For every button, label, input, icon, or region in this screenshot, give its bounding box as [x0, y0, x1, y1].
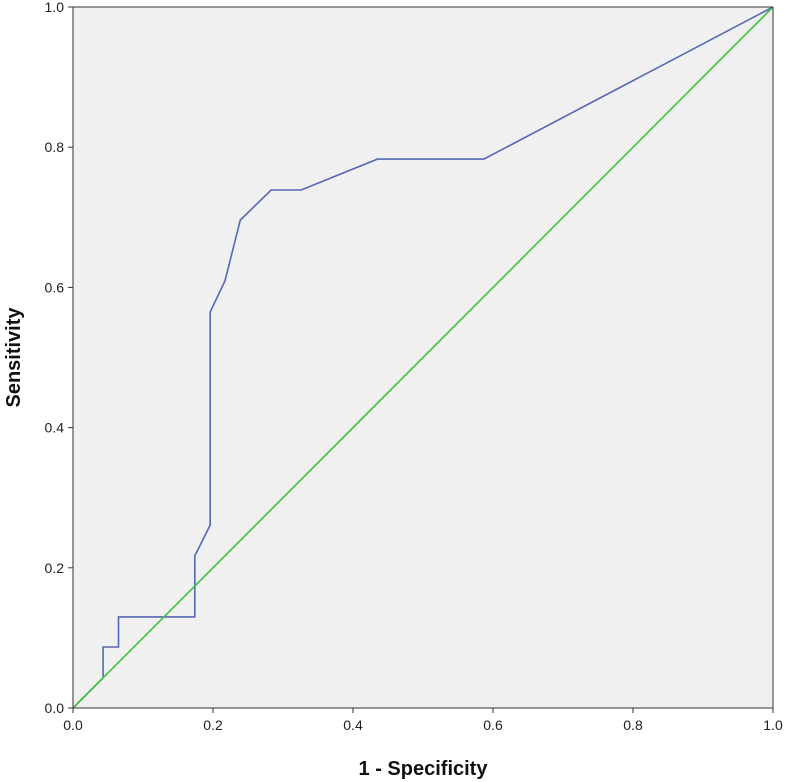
reference-line: [72, 6, 774, 709]
y-tick-label: 0.6: [45, 279, 65, 295]
y-tick-label: 0.2: [45, 560, 65, 576]
x-axis-title: 1 - Specificity: [359, 758, 489, 780]
y-tick-label: 0.4: [45, 420, 65, 436]
x-tick-label: 0.8: [623, 717, 643, 733]
x-tick-label: 0.4: [343, 717, 363, 733]
axis-layer: [72, 6, 774, 709]
y-tick-label: 0.0: [45, 700, 65, 716]
y-axis-title: Sensitivity: [3, 307, 25, 408]
tick-layer: 0.0 0.2 0.4 0.6 0.8 1.0 0.0 0.2 0.4 0.6 0.8 1.0: [45, 0, 783, 733]
x-tick-label: 0.0: [63, 717, 83, 733]
y-tick-label: 0.8: [45, 139, 65, 155]
x-tick-label: 0.2: [203, 717, 223, 733]
y-tick-label: 1.0: [45, 0, 65, 15]
x-tick-label: 1.0: [763, 717, 783, 733]
series-layer: [72, 6, 774, 709]
roc-curve: [72, 6, 774, 709]
x-tick-label: 0.6: [483, 717, 503, 733]
